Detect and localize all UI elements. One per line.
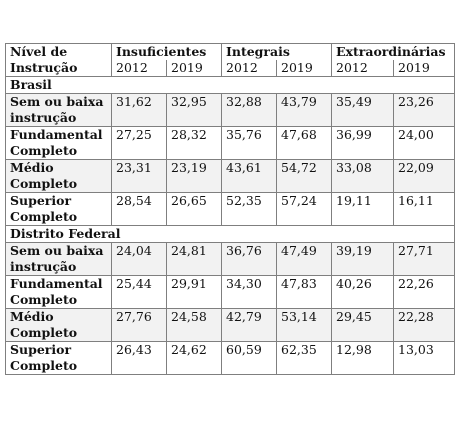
value-cell: 12,98 — [331, 341, 395, 375]
value-cell: 23,19 — [165, 159, 223, 193]
table-row: Sem ou baixa instrução 31,62 32,95 32,88 43,… — [5, 93, 456, 127]
value-cell: 33,08 — [331, 159, 395, 193]
section-title: Distrito Federal — [4, 225, 456, 243]
header-row-groups: Nível de Instrução Insuficientes Integra… — [5, 43, 456, 77]
value-cell: 24,81 — [165, 242, 223, 276]
value-cell: 29,45 — [331, 308, 395, 342]
table-row: Superior Completo 28,54 26,65 52,35 57,24 19,… — [5, 192, 456, 226]
table-row: Sem ou baixa instrução 24,04 24,81 36,76 47,… — [5, 242, 456, 276]
value-cell: 36,76 — [221, 242, 278, 276]
value-cell: 22,26 — [393, 275, 456, 309]
value-cell: 27,25 — [111, 126, 167, 160]
table-row: Fundamental Completo 25,44 29,91 34,30 47,83… — [5, 275, 456, 309]
value-cell: 22,09 — [393, 159, 456, 193]
section-row: Distrito Federal — [4, 225, 456, 243]
value-cell: 23,31 — [111, 159, 167, 193]
value-cell: 22,28 — [393, 308, 456, 342]
value-cell: 26,43 — [111, 341, 167, 375]
value-cell: 47,49 — [276, 242, 333, 276]
value-cell: 24,58 — [165, 308, 223, 342]
value-cell: 52,35 — [221, 192, 278, 226]
value-cell: 31,62 — [111, 93, 167, 127]
value-cell: 54,72 — [276, 159, 333, 193]
value-cell: 43,61 — [221, 159, 278, 193]
value-cell: 34,30 — [221, 275, 278, 309]
data-table: Nível de Instrução Insuficientes Integra… — [4, 43, 456, 375]
value-cell: 60,59 — [221, 341, 278, 375]
value-cell: 23,26 — [393, 93, 456, 127]
value-cell: 28,32 — [165, 126, 223, 160]
table-row: Médio Completo 27,76 24,58 42,79 53,14 29,45 2… — [5, 308, 456, 342]
value-cell: 32,95 — [165, 93, 223, 127]
row-label: Sem ou baixa instrução — [5, 242, 112, 276]
value-cell: 36,99 — [331, 126, 395, 160]
value-cell: 43,79 — [276, 93, 333, 127]
section-title: Brasil — [4, 76, 456, 94]
header-year: 2012 — [221, 60, 278, 77]
header-first-col: Nível de Instrução — [5, 43, 112, 77]
value-cell: 24,00 — [393, 126, 456, 160]
row-label: Fundamental Completo — [5, 126, 112, 160]
value-cell: 13,03 — [393, 341, 456, 375]
value-cell: 62,35 — [276, 341, 333, 375]
header-group-integrais: Integrais — [221, 43, 333, 60]
header-year: 2012 — [331, 60, 395, 77]
row-label: Médio Completo — [5, 308, 112, 342]
value-cell: 39,19 — [331, 242, 395, 276]
table-container: Nível de Instrução Insuficientes Integra… — [4, 43, 456, 375]
value-cell: 19,11 — [331, 192, 395, 226]
value-cell: 24,04 — [111, 242, 167, 276]
value-cell: 42,79 — [221, 308, 278, 342]
value-cell: 32,88 — [221, 93, 278, 127]
row-label: Médio Completo — [5, 159, 112, 193]
table-row: Médio Completo 23,31 23,19 43,61 54,72 33,08 2… — [5, 159, 456, 193]
header-group-insuficientes: Insuficientes — [110, 43, 223, 60]
value-cell: 27,71 — [393, 242, 456, 276]
row-label: Superior Completo — [5, 192, 112, 226]
value-cell: 26,65 — [165, 192, 223, 226]
value-cell: 24,62 — [165, 341, 223, 375]
value-cell: 40,26 — [331, 275, 395, 309]
table-row: Superior Completo 26,43 24,62 60,59 62,35 12,… — [5, 341, 456, 375]
value-cell: 28,54 — [111, 192, 167, 226]
header-year: 2012 — [111, 60, 167, 77]
row-label: Fundamental Completo — [5, 275, 112, 309]
value-cell: 16,11 — [393, 192, 456, 226]
header-year: 2019 — [165, 60, 223, 77]
value-cell: 35,76 — [221, 126, 278, 160]
section-row: Brasil — [4, 76, 456, 94]
value-cell: 53,14 — [276, 308, 333, 342]
value-cell: 47,68 — [276, 126, 333, 160]
table-row: Fundamental Completo 27,25 28,32 35,76 47,68… — [5, 126, 456, 160]
header-group-extraordinarias: Extraordinárias — [331, 43, 456, 60]
row-label: Sem ou baixa instrução — [5, 93, 112, 127]
value-cell: 35,49 — [331, 93, 395, 127]
row-label: Superior Completo — [5, 341, 112, 375]
header-year: 2019 — [393, 60, 456, 77]
value-cell: 47,83 — [276, 275, 333, 309]
value-cell: 29,91 — [165, 275, 223, 309]
value-cell: 57,24 — [276, 192, 333, 226]
header-year: 2019 — [276, 60, 333, 77]
value-cell: 27,76 — [111, 308, 167, 342]
value-cell: 25,44 — [111, 275, 167, 309]
